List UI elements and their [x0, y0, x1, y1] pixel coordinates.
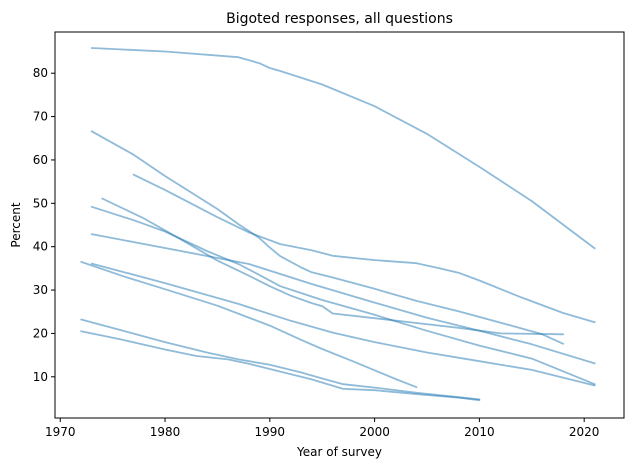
- y-tick-label: 60: [33, 153, 48, 167]
- series-line-5: [90, 205, 596, 386]
- series-line-6: [90, 233, 596, 365]
- x-tick-label: 1990: [255, 425, 286, 439]
- y-tick-label: 50: [33, 196, 48, 210]
- plot-frame: [54, 31, 625, 419]
- chart-title: Bigoted responses, all questions: [226, 11, 453, 27]
- y-axis: 10 20 30 40 50 60 70 80: [33, 66, 55, 384]
- series-layer: [80, 47, 596, 402]
- x-tick-label: 2020: [569, 425, 600, 439]
- x-axis: 1970 1980 1990 2000 2010 2020: [45, 418, 599, 439]
- y-tick-label: 80: [33, 66, 48, 80]
- x-tick-label: 2010: [464, 425, 495, 439]
- y-tick-label: 30: [33, 283, 48, 297]
- y-tick-label: 40: [33, 240, 48, 254]
- series-line-9: [80, 318, 481, 401]
- x-axis-title: Year of survey: [296, 445, 382, 459]
- y-tick-label: 10: [33, 370, 48, 384]
- series-line-7: [80, 261, 418, 389]
- x-tick-label: 2000: [359, 425, 390, 439]
- y-axis-title: Percent: [9, 202, 23, 247]
- series-line-1: [90, 47, 596, 250]
- series-line-8: [90, 262, 596, 387]
- y-tick-label: 20: [33, 326, 48, 340]
- series-line-4: [101, 197, 565, 336]
- x-tick-label: 1970: [45, 425, 76, 439]
- series-line-2: [90, 130, 565, 345]
- series-line-10: [80, 330, 481, 402]
- y-tick-label: 70: [33, 110, 48, 124]
- x-tick-label: 1980: [150, 425, 181, 439]
- series-line-3: [132, 173, 596, 324]
